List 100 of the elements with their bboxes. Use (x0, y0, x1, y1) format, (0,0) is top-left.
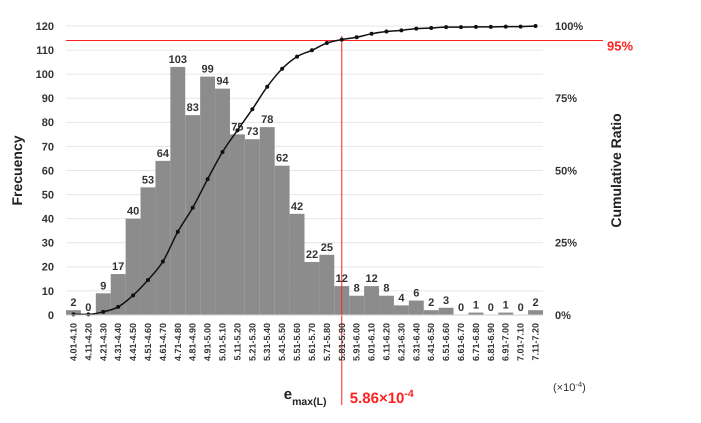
data-label: 25 (320, 242, 333, 254)
point (280, 66, 284, 71)
x-tick-label: 5.91-6.00 (352, 323, 362, 362)
y-tick-label: 20 (42, 262, 54, 274)
point (488, 24, 493, 29)
point (384, 29, 388, 34)
x-tick-label: 4.11-4.20 (83, 323, 94, 361)
text: (×10$^{-4}$) (553, 380, 586, 394)
x-tick-label: 4.21-4.30 (98, 323, 108, 362)
x-tick-label: 6.21-6.30 (396, 323, 406, 362)
y-tick-label: 0 (48, 310, 54, 322)
data-label: 53 (142, 174, 154, 186)
point (399, 28, 404, 32)
ref-line-label: 95% (607, 38, 634, 54)
data-label: 0 (518, 302, 524, 314)
point (504, 24, 508, 29)
point (534, 24, 538, 28)
data-label: 12 (365, 273, 378, 286)
x-tick-label: 4.91-5.00 (202, 323, 213, 362)
x-tick-label: 5.01-5.10 (218, 323, 228, 362)
x-tick-label: 5.61-5.70 (306, 323, 317, 362)
data-label: 2 (428, 297, 434, 310)
x-tick-label: 7.01-7.10 (516, 323, 526, 362)
y-tick-label: 120 (36, 20, 54, 33)
x-tick-label: 4.31-4.40 (113, 323, 124, 362)
x-tick-label: 5.31-5.40 (262, 323, 272, 362)
point (250, 107, 254, 112)
point (310, 48, 314, 52)
x-tick-label: 6.81-6.90 (486, 323, 496, 362)
x-tick-label: 4.61-4.70 (158, 323, 168, 362)
x-tick-label: 6.71-6.80 (470, 323, 481, 362)
point (146, 278, 150, 282)
x-tick-label: 5.41-5.50 (277, 323, 288, 362)
y-tick-label: 90 (42, 93, 54, 106)
ref-line-label: 5.86×10$^{-4}$ (350, 388, 414, 407)
data-label: 2 (70, 297, 77, 310)
point (176, 230, 180, 234)
y-tick-label: 40 (42, 214, 54, 226)
data-label: 1 (472, 300, 479, 312)
data-label: 6 (413, 288, 420, 300)
x-tick-label: 4.41-4.50 (128, 323, 138, 362)
y-tick-label: 60 (42, 165, 54, 178)
point (190, 206, 195, 210)
y-tick-label: 50 (42, 189, 54, 202)
point (474, 24, 478, 29)
x-tick-label: 6.31-6.40 (411, 323, 422, 362)
data-label: 8 (354, 282, 360, 295)
y-tick-label: 110 (36, 44, 54, 57)
data-label: 17 (112, 261, 124, 274)
y-axis-title: Frecuency (9, 135, 25, 206)
y2-tick-label: 75% (555, 93, 578, 106)
data-label: 78 (261, 114, 274, 126)
y-tick-label: 100 (36, 69, 54, 82)
point (295, 54, 300, 59)
data-label: 2 (532, 297, 539, 310)
x-tick-label: 4.01-4.10 (68, 323, 78, 362)
data-label: 62 (276, 152, 288, 165)
bar (528, 310, 543, 315)
point (220, 150, 225, 154)
point (444, 25, 448, 30)
point (206, 177, 210, 182)
data-label: 42 (290, 200, 304, 213)
point (116, 304, 120, 309)
y2-tick-label: 25% (555, 238, 578, 250)
y-tick-label: 80 (42, 117, 54, 130)
point (354, 35, 359, 40)
point (414, 26, 418, 31)
y2-tick-label: 50% (555, 165, 578, 178)
x-tick-label: 4.81-4.90 (188, 323, 198, 362)
y2-tick-label: 0% (555, 310, 572, 322)
data-label: 0 (85, 302, 92, 314)
x-tick-label: 6.51-6.60 (441, 323, 452, 362)
point (160, 260, 165, 264)
data-label: 1 (502, 300, 509, 312)
data-label: 99 (201, 64, 214, 76)
point (429, 26, 434, 30)
x-tick-label: 5.11-5.20 (232, 323, 242, 361)
x-tick-label: 6.41-6.50 (426, 323, 436, 362)
point (370, 32, 374, 36)
x-tick-label: 5.71-5.80 (322, 323, 332, 362)
y2-axis-title: Cumulative Ratio (608, 113, 624, 228)
data-label: 64 (156, 148, 170, 160)
point (459, 25, 464, 30)
x-tick-label: 4.51-4.60 (142, 323, 153, 362)
point (518, 24, 523, 29)
x-tick-label: 6.91-7.00 (500, 323, 511, 362)
point (324, 41, 329, 46)
y-tick-label: 70 (42, 141, 54, 154)
x-tick-label: 6.11-6.20 (381, 323, 392, 361)
data-label: 0 (458, 302, 464, 314)
x-tick-label: 6.61-6.70 (456, 323, 466, 362)
data-label: 8 (383, 282, 390, 295)
point (340, 38, 344, 42)
data-label: 9 (100, 280, 106, 292)
x-tick-label: 5.51-5.60 (292, 323, 302, 362)
data-label: 83 (186, 102, 199, 114)
x-tick-label: 5.21-5.30 (247, 323, 258, 362)
y2-tick-label: 100% (555, 20, 584, 33)
x-axis-title: e$_{max(L)}$ (284, 386, 326, 408)
data-label: 40 (126, 206, 140, 218)
